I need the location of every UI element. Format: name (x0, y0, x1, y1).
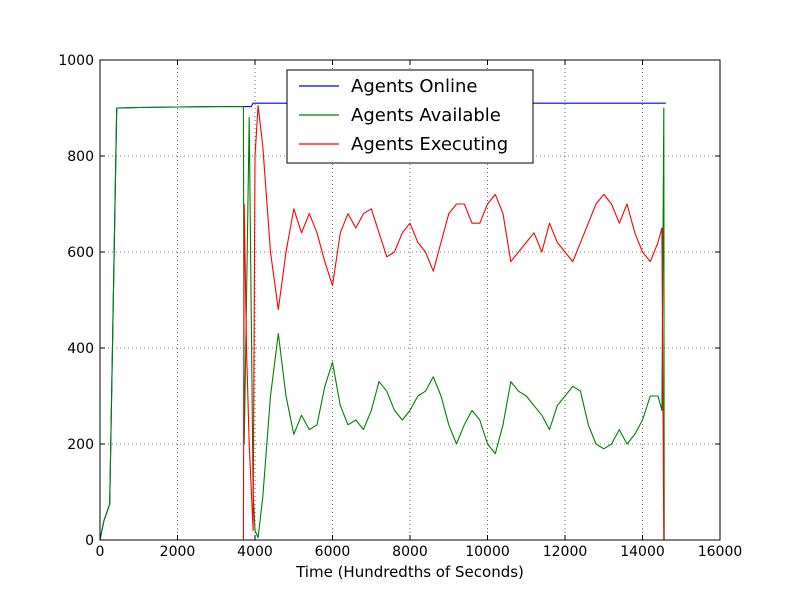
axis-ticks (99, 59, 721, 541)
y-tick-label: 800 (67, 149, 94, 165)
x-tick-label: 0 (96, 544, 105, 560)
legend-label: Agents Available (351, 105, 501, 126)
x-tick-label: 10000 (465, 544, 510, 560)
x-tick-label: 4000 (237, 544, 273, 560)
y-tick-label: 200 (67, 437, 94, 453)
x-tick-label: 14000 (620, 544, 665, 560)
y-tick-label: 600 (67, 245, 94, 261)
x-tick-label: 8000 (392, 544, 428, 560)
legend: Agents Online Agents Available Agents Exec… (286, 69, 534, 164)
x-tick-label: 6000 (315, 544, 351, 560)
series-line-agents-executing (100, 105, 665, 541)
x-tick-labels: 0 2000 4000 6000 8000 10000 12000 14000 16000 (96, 544, 743, 560)
legend-label: Agents Online (351, 76, 477, 97)
y-tick-label: 0 (85, 533, 94, 549)
x-tick-label: 2000 (160, 544, 196, 560)
x-tick-label: 12000 (543, 544, 588, 560)
x-tick-label: 16000 (698, 544, 743, 560)
series-lines (99, 102, 666, 541)
legend-label: Agents Executing (351, 134, 508, 155)
y-tick-label: 400 (67, 341, 94, 357)
x-axis-label: Time (Hundredths of Seconds) (295, 563, 524, 581)
y-tick-label: 1000 (58, 53, 94, 69)
y-tick-labels: 0 200 400 600 800 1000 (58, 53, 94, 549)
